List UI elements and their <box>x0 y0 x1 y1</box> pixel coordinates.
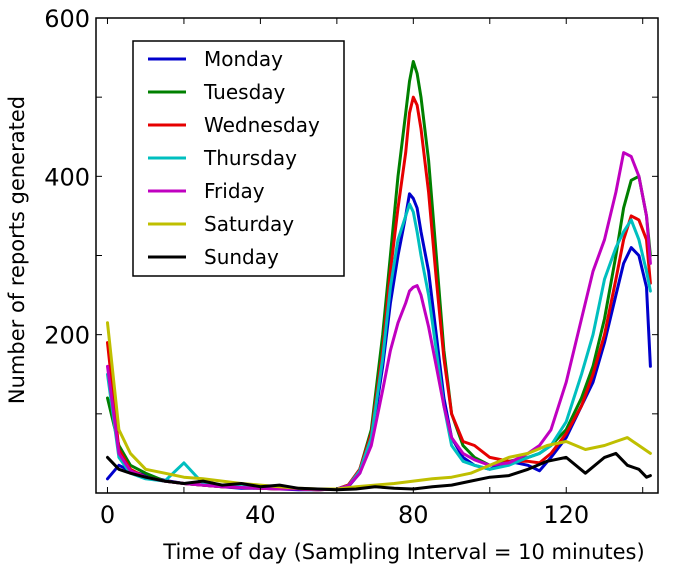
legend-label-saturday: Saturday <box>204 212 294 236</box>
legend-label-thursday: Thursday <box>203 146 297 170</box>
x-tick-label: 120 <box>543 501 589 529</box>
series-line-friday <box>106 151 652 492</box>
legend-label-friday: Friday <box>204 179 265 203</box>
tick-labels: 0 40 80 120 200 400 600 <box>44 5 589 529</box>
y-tick-label: 400 <box>44 163 90 191</box>
series-line-sunday <box>106 451 652 492</box>
y-tick-label: 200 <box>44 322 90 350</box>
x-tick-label: 0 <box>100 501 115 529</box>
y-tick-label: 600 <box>44 5 90 33</box>
plot-frame <box>95 17 659 494</box>
x-tick-label: 80 <box>398 501 429 529</box>
legend-label-tuesday: Tuesday <box>203 80 286 104</box>
legend: Monday Tuesday Wednesday Thursday Friday Satu… <box>132 40 345 277</box>
series-layer <box>106 60 652 492</box>
series-line-saturday <box>106 321 652 491</box>
legend-label-wednesday: Wednesday <box>204 113 320 137</box>
x-tick-label: 40 <box>245 501 276 529</box>
x-axis-label: Time of day (Sampling Interval = 10 minu… <box>162 540 644 564</box>
legend-label-monday: Monday <box>204 47 283 71</box>
y-axis-label: Number of reports generated <box>5 96 29 404</box>
legend-label-sunday: Sunday <box>204 245 279 269</box>
